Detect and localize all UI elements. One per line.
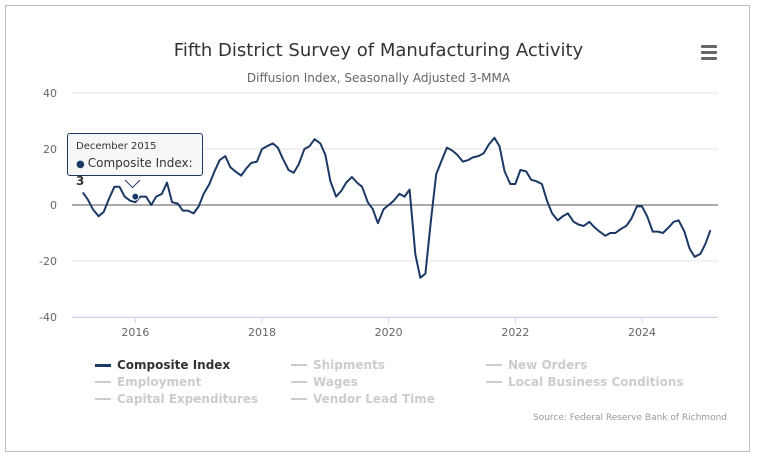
- tooltip-line: ● Composite Index: 3: [76, 155, 194, 189]
- tooltip-value: 3: [76, 174, 85, 188]
- legend-swatch: [95, 363, 111, 367]
- legend-item-composite-index[interactable]: Composite Index: [95, 358, 230, 372]
- tooltip: December 2015 ● Composite Index: 3: [67, 133, 203, 188]
- legend-label: Vendor Lead Time: [313, 392, 435, 406]
- legend-item-new-orders[interactable]: New Orders: [486, 358, 587, 372]
- legend-item-local-business-conditions[interactable]: Local Business Conditions: [486, 375, 684, 389]
- legend-item-wages[interactable]: Wages: [291, 375, 358, 389]
- chart-title: Fifth District Survey of Manufacturing A…: [173, 40, 584, 61]
- x-tick-label: 2022: [501, 326, 529, 339]
- legend-label: Local Business Conditions: [508, 375, 684, 389]
- legend-swatch: [291, 398, 307, 400]
- menu-bar: [701, 45, 717, 48]
- legend-swatch: [95, 398, 111, 400]
- y-tick-label: 0: [50, 199, 57, 212]
- legend-item-capital-expenditures[interactable]: Capital Expenditures: [95, 392, 258, 406]
- x-tick-label: 2024: [628, 326, 656, 339]
- legend-item-employment[interactable]: Employment: [95, 375, 201, 389]
- menu-bar: [701, 51, 717, 54]
- chart-container: Fifth District Survey of Manufacturing A…: [5, 5, 750, 452]
- legend-swatch: [291, 381, 307, 383]
- legend-label: Composite Index: [117, 358, 231, 372]
- legend-label: Capital Expenditures: [117, 392, 259, 406]
- chart-subtitle: Diffusion Index, Seasonally Adjusted 3-M…: [246, 71, 511, 85]
- legend-swatch: [486, 364, 502, 366]
- tooltip-date: December 2015: [76, 141, 157, 152]
- y-tick-label: 40: [43, 87, 57, 100]
- menu-bar: [701, 57, 717, 60]
- y-tick-label: -40: [39, 311, 57, 324]
- legend-label: New Orders: [508, 358, 588, 372]
- series-dot-icon: ●: [76, 159, 85, 170]
- legend-item-vendor-lead-time[interactable]: Vendor Lead Time: [291, 392, 435, 406]
- legend-label: Employment: [117, 375, 202, 389]
- legend-swatch: [291, 364, 307, 366]
- x-tick-label: 2020: [375, 326, 403, 339]
- y-tick-label: -20: [39, 255, 57, 268]
- legend-swatch: [95, 381, 111, 383]
- x-tick-label: 2016: [121, 326, 149, 339]
- y-tick-label: 20: [43, 143, 57, 156]
- source-note: Source: Federal Reserve Bank of Richmond: [533, 413, 727, 423]
- legend-item-shipments[interactable]: Shipments: [291, 358, 385, 372]
- legend-label: Shipments: [313, 358, 385, 372]
- hamburger-icon[interactable]: [698, 42, 720, 64]
- series-line-composite-index: [81, 136, 712, 279]
- legend-swatch: [486, 381, 502, 383]
- tooltip-label: Composite Index:: [87, 156, 193, 170]
- tooltip-point-marker: [131, 192, 140, 201]
- x-tick-label: 2018: [248, 326, 276, 339]
- legend-label: Wages: [313, 375, 358, 389]
